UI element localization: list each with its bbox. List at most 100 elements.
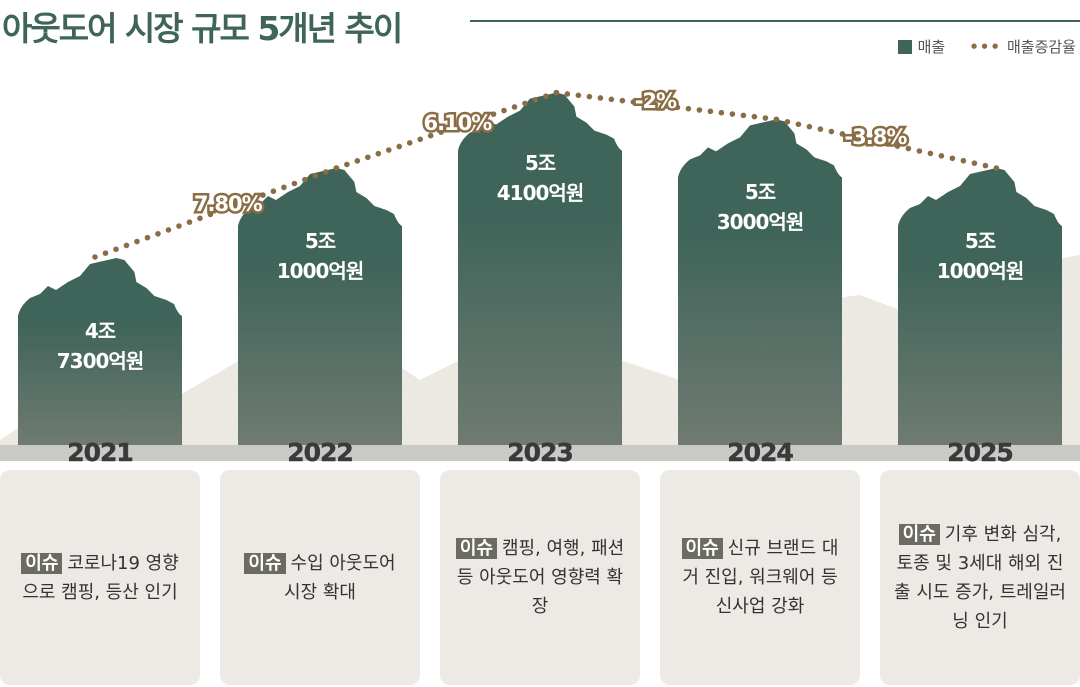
rate-dot bbox=[281, 184, 287, 191]
bar-value-line: 5조 bbox=[524, 150, 556, 175]
rate-dot bbox=[385, 147, 392, 153]
bar-2025 bbox=[898, 168, 1062, 446]
rate-dot bbox=[543, 93, 549, 100]
rate-dot bbox=[302, 176, 308, 183]
issue-card: 이슈 기후 변화 심각, 토종 및 3세대 해외 진출 시도 증가, 트레일러닝 … bbox=[880, 470, 1080, 685]
rate-dot bbox=[597, 95, 604, 101]
rate-dot bbox=[532, 97, 539, 103]
rate-dot bbox=[218, 207, 224, 214]
rate-dot bbox=[564, 91, 571, 97]
legend-rate-dots-icon: ••• bbox=[969, 37, 1001, 56]
rate-dot bbox=[459, 122, 465, 128]
rate-dot bbox=[406, 140, 413, 146]
rate-dot bbox=[134, 238, 140, 245]
rate-dot bbox=[260, 192, 266, 198]
rate-dot bbox=[575, 92, 582, 99]
rate-dot bbox=[155, 230, 161, 237]
rate-label: 7.80% bbox=[191, 190, 265, 219]
bar-value-line: 3000억원 bbox=[716, 210, 804, 235]
issue-card: 이슈 수입 아웃도어 시장 확대 bbox=[220, 470, 420, 685]
rate-dot bbox=[828, 128, 835, 135]
issue-text: 수입 아웃도어 시장 확대 bbox=[284, 552, 396, 603]
rate-dot bbox=[883, 140, 890, 147]
rate-dot bbox=[916, 148, 923, 154]
rate-dot bbox=[144, 234, 151, 241]
rate-dot bbox=[480, 114, 486, 121]
rate-dot bbox=[674, 104, 681, 111]
rate-dot bbox=[165, 227, 172, 233]
rate-dot bbox=[333, 165, 340, 171]
bar-2023 bbox=[458, 92, 622, 446]
bar-value-label: 5조 1000억원 bbox=[238, 226, 402, 286]
rate-dot bbox=[176, 223, 182, 229]
rate-dot bbox=[553, 89, 560, 96]
rate-dot bbox=[927, 150, 934, 157]
rate-dot bbox=[608, 96, 615, 103]
rate-dot bbox=[685, 105, 692, 112]
rate-dot bbox=[113, 246, 119, 253]
rate-dot bbox=[971, 160, 978, 166]
rate-dot bbox=[469, 118, 476, 125]
rate-dot bbox=[850, 133, 857, 140]
bar-value-label: 4조 7300억원 bbox=[18, 316, 182, 376]
rate-dot bbox=[417, 136, 424, 143]
rate-label: -2% bbox=[632, 86, 679, 115]
rate-dot bbox=[207, 211, 214, 218]
x-tick-label: 2022 bbox=[287, 438, 354, 468]
legend-sales-swatch bbox=[897, 39, 912, 54]
rate-dot bbox=[354, 158, 361, 164]
rate-dot bbox=[861, 136, 868, 142]
bar-value-label: 5조 1000억원 bbox=[898, 226, 1062, 286]
rate-label: -3.8% bbox=[842, 123, 910, 152]
issue-text: 코로나19 영향으로 캠핑, 등산 인기 bbox=[22, 552, 179, 603]
rate-dot bbox=[197, 215, 203, 222]
rate-dot bbox=[123, 242, 130, 249]
issue-card: 이슈 캠핑, 여행, 패션 등 아웃도어 영향력 확장 bbox=[440, 470, 640, 685]
rate-dot bbox=[729, 111, 736, 117]
chart-area bbox=[0, 89, 1080, 446]
legend-sales-label: 매출 bbox=[917, 38, 946, 56]
rate-dot bbox=[894, 143, 901, 149]
rate-dot bbox=[817, 126, 824, 132]
bar-2024 bbox=[678, 119, 842, 445]
rate-dot bbox=[938, 153, 945, 159]
rate-dot bbox=[344, 161, 350, 168]
rate-dot bbox=[949, 155, 956, 162]
rate-dot bbox=[501, 107, 507, 114]
bar-2022 bbox=[238, 168, 402, 446]
rate-dot bbox=[784, 119, 791, 125]
issue-text: 캠핑, 여행, 패션 등 아웃도어 영향력 확장 bbox=[456, 538, 625, 617]
x-tick-label: 2023 bbox=[507, 438, 574, 468]
rate-dot bbox=[291, 180, 298, 187]
rate-dot bbox=[707, 108, 714, 115]
rate-dot bbox=[960, 157, 967, 164]
x-axis-band bbox=[0, 445, 1080, 461]
rate-dot bbox=[365, 154, 371, 161]
rate-dot bbox=[586, 93, 593, 100]
issue-badge: 이슈 bbox=[681, 538, 723, 559]
x-tick-label: 2021 bbox=[67, 438, 134, 468]
legend: 매출 ••• 매출증감율 bbox=[897, 36, 1076, 57]
bar-value-line: 4100억원 bbox=[496, 180, 584, 205]
rate-dot bbox=[652, 101, 659, 108]
rate-dot bbox=[630, 99, 637, 105]
rate-dot bbox=[438, 129, 444, 135]
rate-dot bbox=[762, 115, 769, 121]
rate-dot bbox=[186, 219, 193, 225]
issue-text: 신규 브랜드 대거 진입, 워크웨어 등 신사업 강화 bbox=[682, 538, 839, 617]
rate-dot bbox=[718, 109, 725, 116]
bar-value-line: 5조 bbox=[744, 180, 776, 205]
x-tick-label: 2024 bbox=[727, 438, 794, 468]
rate-dot bbox=[872, 138, 879, 145]
rate-dot bbox=[795, 121, 802, 128]
rate-dot bbox=[249, 196, 256, 202]
bar-value-label: 5조 4100억원 bbox=[458, 148, 622, 208]
rate-dot bbox=[696, 107, 703, 113]
rate-dot bbox=[740, 112, 747, 119]
rate-dot bbox=[806, 123, 813, 130]
issue-badge: 이슈 bbox=[21, 552, 63, 574]
rate-dot bbox=[239, 200, 245, 206]
issue-card: 이슈 코로나19 영향으로 캠핑, 등산 인기 bbox=[0, 470, 200, 685]
bar-value-line: 1000억원 bbox=[276, 259, 364, 284]
rate-dot bbox=[92, 254, 98, 260]
